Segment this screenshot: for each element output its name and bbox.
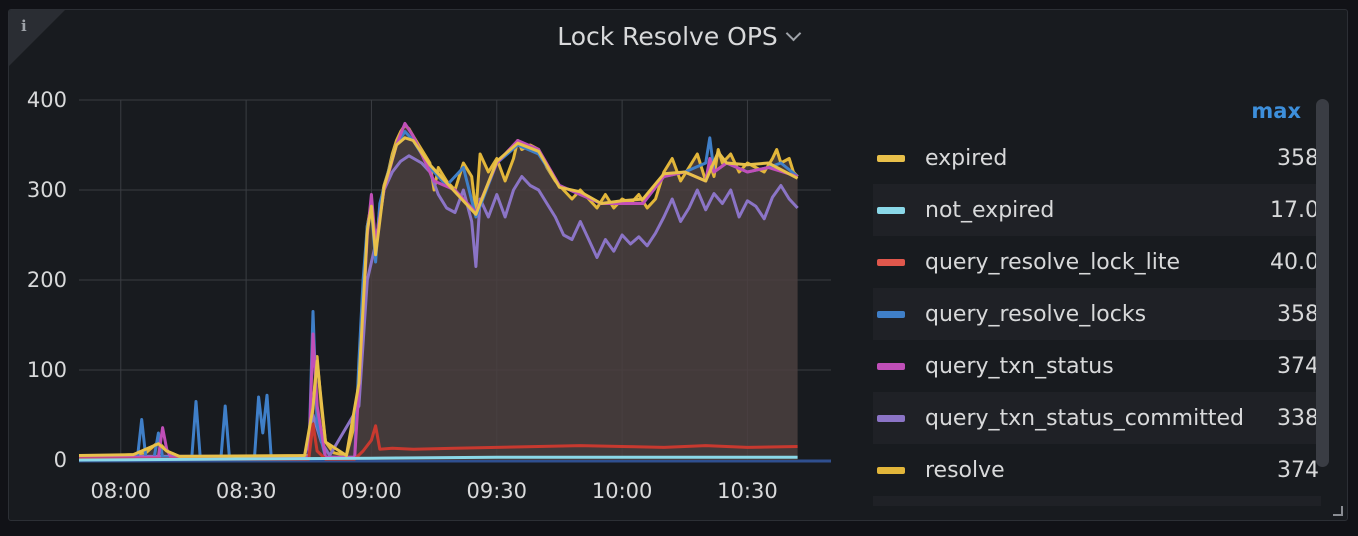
series-line-query-resolve-lock-lite[interactable] <box>79 422 798 461</box>
lock-resolve-ops-panel: i Lock Resolve OPS 0 100 200 300 400 08:00 08… <box>8 9 1348 521</box>
legend-item-query-resolve-locks[interactable]: query_resolve_locks 358 <box>873 288 1321 340</box>
legend-series-name[interactable]: query_resolve_lock_lite <box>925 249 1180 275</box>
panel-title-header[interactable]: Lock Resolve OPS <box>9 22 1347 51</box>
legend-item-expired[interactable]: expired 358 <box>873 132 1321 184</box>
y-axis: 0 100 200 300 400 <box>27 88 67 472</box>
legend-max-value: 374 <box>1277 353 1319 379</box>
series-areas <box>79 125 798 460</box>
legend-item-query-resolve-lock-lite[interactable]: query_resolve_lock_lite 40.0 <box>873 236 1321 288</box>
info-icon[interactable]: i <box>21 17 27 35</box>
legend-header-max[interactable]: max <box>1251 99 1301 123</box>
x-tick-label: 10:30 <box>717 479 778 503</box>
legend-scrollbar[interactable] <box>1316 99 1329 467</box>
legend-swatch <box>877 414 905 422</box>
series-line-not-expired[interactable] <box>78 455 798 462</box>
x-tick-label: 09:00 <box>341 479 402 503</box>
legend-swatch <box>877 310 905 318</box>
y-tick-label: 0 <box>54 448 67 472</box>
x-tick-label: 10:00 <box>592 479 653 503</box>
legend-item-not-expired[interactable]: not_expired 17.0 <box>873 184 1321 236</box>
legend-max-value: 40.0 <box>1270 249 1319 275</box>
legend: max expired 358 not_expired 17.0 query_resol… <box>873 96 1321 506</box>
chart-area: 0 100 200 300 400 08:00 08:30 09:00 09:30 10:00 1… <box>27 88 831 503</box>
legend-item-resolve[interactable]: resolve 374 <box>873 444 1321 496</box>
legend-item-partial[interactable] <box>873 496 1321 506</box>
x-axis: 08:00 08:30 09:00 09:30 10:00 10:30 <box>91 479 778 503</box>
legend-series-name[interactable]: query_txn_status_committed <box>925 405 1244 431</box>
legend-max-value: 358 <box>1277 145 1319 171</box>
legend-swatch <box>877 258 905 266</box>
panel-title[interactable]: Lock Resolve OPS <box>557 22 778 51</box>
legend-swatch <box>877 466 905 474</box>
legend-item-query-txn-status[interactable]: query_txn_status 374 <box>873 340 1321 392</box>
legend-swatch <box>877 154 905 162</box>
legend-series-name[interactable]: query_resolve_locks <box>925 301 1147 327</box>
legend-series-name[interactable]: expired <box>925 145 1008 171</box>
legend-series-name[interactable]: resolve <box>925 457 1005 483</box>
x-tick-label: 08:00 <box>91 479 152 503</box>
legend-max-value: 374 <box>1277 457 1319 483</box>
x-tick-label: 08:30 <box>216 479 277 503</box>
legend-series-name[interactable]: query_txn_status <box>925 353 1114 379</box>
legend-max-value: 338 <box>1277 405 1319 431</box>
panel-info-corner[interactable] <box>9 10 65 66</box>
series-lines <box>78 121 799 462</box>
legend-max-value: 358 <box>1277 301 1319 327</box>
legend-swatch <box>877 362 905 370</box>
y-tick-label: 100 <box>27 358 67 382</box>
series-line-expired[interactable] <box>78 136 799 458</box>
legend-series-name[interactable]: not_expired <box>925 197 1055 223</box>
legend-max-value: 17.0 <box>1270 197 1319 223</box>
x-tick-label: 09:30 <box>467 479 528 503</box>
y-tick-label: 200 <box>27 268 67 292</box>
legend-swatch <box>877 206 905 214</box>
series-area-resolve <box>79 125 798 460</box>
y-tick-label: 400 <box>27 88 67 112</box>
y-tick-label: 300 <box>27 178 67 202</box>
resize-handle-icon[interactable] <box>1333 506 1343 516</box>
legend-item-query-txn-status-committed[interactable]: query_txn_status_committed 338 <box>873 392 1321 444</box>
